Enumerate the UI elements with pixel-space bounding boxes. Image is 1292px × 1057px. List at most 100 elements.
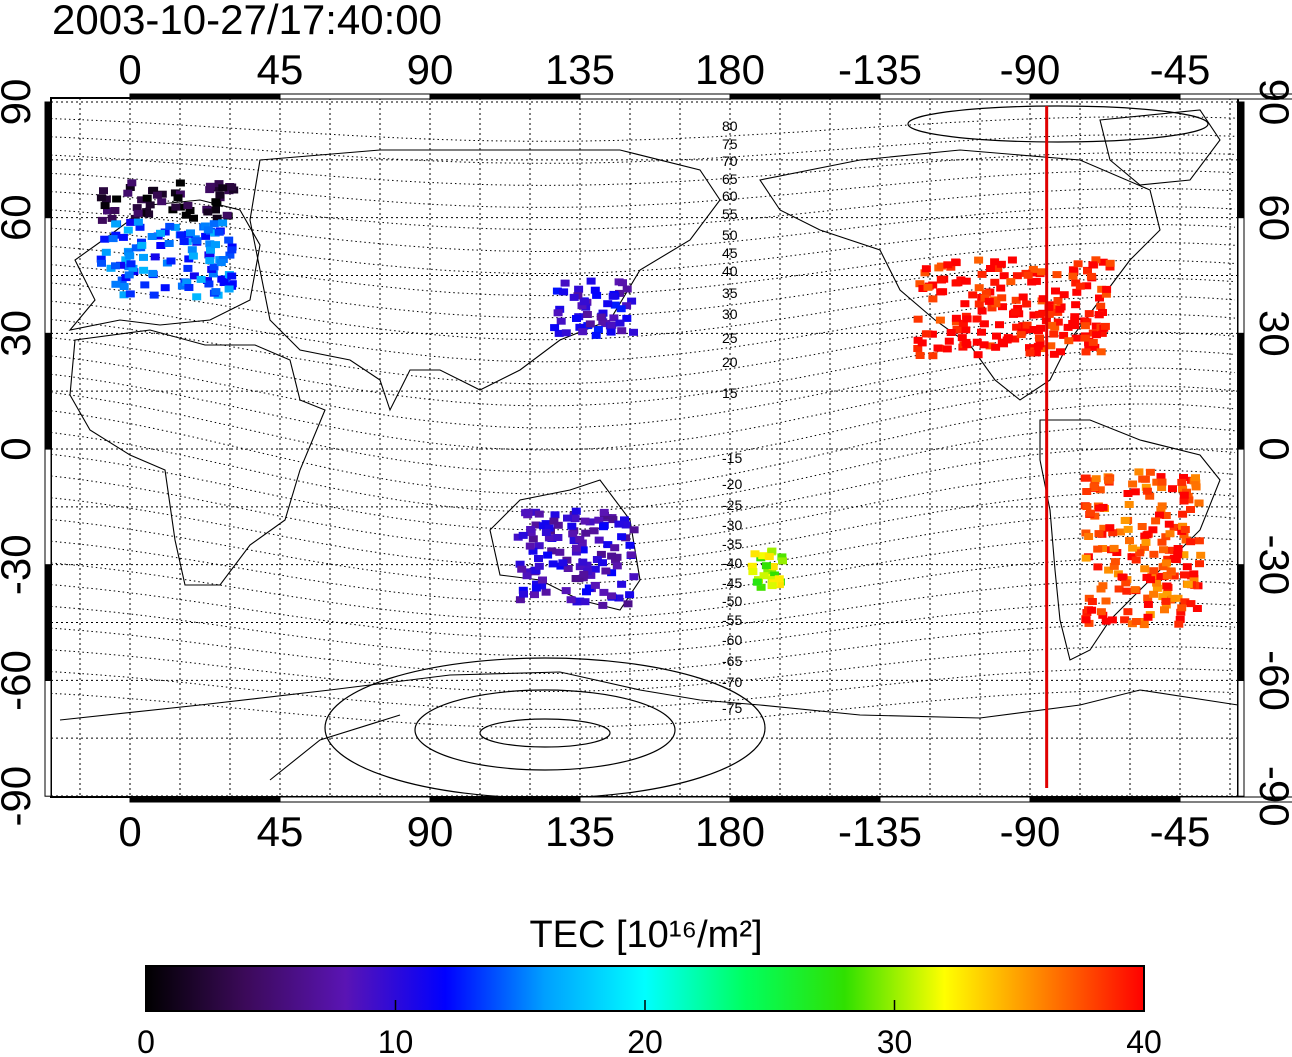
tec-point-australia	[614, 520, 624, 528]
tec-point-europe	[125, 290, 135, 298]
tec-point-north-america	[1102, 285, 1112, 293]
tec-point-australia	[578, 546, 588, 554]
tec-point-east-asia	[617, 327, 627, 335]
tec-point-north-america	[1018, 293, 1028, 301]
lat-label-right: 0	[1251, 437, 1292, 460]
tec-point-east-asia	[569, 293, 579, 301]
tec-point-south-america	[1161, 512, 1171, 519]
tec-point-australia	[626, 551, 636, 559]
tec-point-europe	[205, 240, 215, 248]
tec-point-south-america	[1159, 546, 1168, 554]
tec-point-europe	[206, 246, 215, 254]
tec-point-south-america	[1178, 510, 1188, 518]
tec-point-australia	[518, 586, 528, 594]
tec-point-south-america	[1123, 490, 1133, 497]
tec-point-south-pacific	[774, 581, 784, 589]
tec-point-north-america	[1070, 316, 1080, 324]
tec-point-south-america	[1123, 525, 1133, 533]
tec-point-scandinavia	[157, 190, 167, 198]
mlat-label: 50	[722, 227, 738, 243]
mlat-label: 30	[722, 306, 738, 322]
tec-point-south-america	[1099, 524, 1109, 532]
tec-point-north-america	[1007, 256, 1017, 264]
lat-label-left: -60	[0, 650, 39, 711]
tec-point-south-america	[1162, 582, 1172, 590]
tec-data-points	[96, 179, 1206, 629]
tec-point-europe	[125, 252, 135, 260]
tec-point-australia	[515, 560, 525, 568]
tec-point-south-america	[1149, 550, 1159, 558]
tec-point-north-america	[1098, 258, 1108, 266]
tec-point-scandinavia	[175, 203, 185, 211]
tec-point-east-asia	[627, 297, 637, 305]
tec-point-australia	[543, 551, 553, 559]
tec-point-south-pacific	[774, 575, 784, 583]
tec-point-australia	[528, 535, 538, 543]
tec-point-scandinavia	[149, 186, 159, 194]
tec-point-australia	[519, 590, 528, 598]
tec-point-australia	[553, 534, 563, 541]
tec-point-north-america	[1044, 304, 1054, 312]
tec-point-north-america	[999, 340, 1008, 348]
tec-point-north-america	[957, 334, 967, 342]
tec-point-europe	[150, 253, 160, 261]
tec-point-europe	[182, 278, 192, 286]
tec-point-australia	[617, 580, 627, 588]
tec-point-south-america	[1125, 537, 1134, 545]
tec-point-north-america	[1010, 335, 1020, 343]
tec-point-europe	[111, 280, 121, 288]
tec-point-east-asia	[598, 309, 608, 317]
tec-point-europe	[156, 242, 166, 249]
tec-point-australia	[521, 509, 531, 517]
tec-point-south-america	[1157, 538, 1167, 546]
tec-point-north-america	[1013, 304, 1023, 312]
tec-point-north-america	[1033, 342, 1043, 350]
tec-point-north-america	[917, 339, 927, 347]
tec-point-south-america	[1164, 520, 1174, 528]
tec-point-north-america	[1082, 318, 1092, 326]
tec-point-north-america	[928, 352, 938, 360]
tec-point-south-america	[1146, 576, 1155, 584]
tec-point-europe	[211, 288, 221, 296]
tec-point-europe	[214, 228, 224, 236]
tec-point-south-america	[1154, 572, 1164, 580]
tec-point-scandinavia	[97, 216, 107, 224]
tec-point-south-america	[1175, 616, 1185, 623]
tec-point-south-america	[1124, 501, 1134, 508]
coastlines	[59, 109, 1238, 781]
tec-point-australia	[553, 521, 563, 529]
tec-point-east-asia	[554, 329, 564, 337]
tec-point-europe	[100, 235, 110, 243]
tec-point-north-america	[1094, 311, 1104, 319]
lon-label-bottom: 90	[407, 808, 454, 855]
tec-point-australia	[572, 544, 581, 552]
tec-point-south-america	[1179, 491, 1189, 499]
tec-point-australia	[629, 526, 639, 534]
tec-point-south-america	[1189, 570, 1199, 578]
mlat-label: 60	[722, 188, 738, 204]
mlat-label: 15	[722, 385, 738, 401]
tec-point-north-america	[979, 341, 989, 349]
tec-point-australia	[563, 514, 572, 522]
tec-point-north-america	[977, 328, 986, 336]
tec-point-australia	[538, 522, 548, 530]
tec-point-east-asia	[603, 300, 613, 308]
tec-point-south-america	[1161, 601, 1171, 609]
tec-point-australia	[590, 565, 600, 573]
tec-point-europe	[218, 219, 228, 227]
tec-point-australia	[608, 516, 618, 524]
mlat-label: -50	[722, 593, 742, 609]
lon-label-bottom: 135	[545, 808, 615, 855]
tec-point-east-asia	[552, 287, 562, 295]
lon-label-top: 0	[118, 46, 141, 93]
tec-point-north-america	[962, 341, 972, 349]
tec-point-scandinavia	[107, 214, 117, 222]
tec-point-europe	[126, 218, 136, 226]
tec-point-australia	[526, 526, 536, 533]
tec-point-australia	[607, 552, 617, 560]
tec-point-east-asia	[610, 301, 620, 309]
tec-point-scandinavia	[133, 209, 143, 217]
tec-point-australia	[523, 568, 533, 576]
tec-point-australia	[530, 591, 539, 599]
tec-point-europe	[149, 291, 159, 299]
